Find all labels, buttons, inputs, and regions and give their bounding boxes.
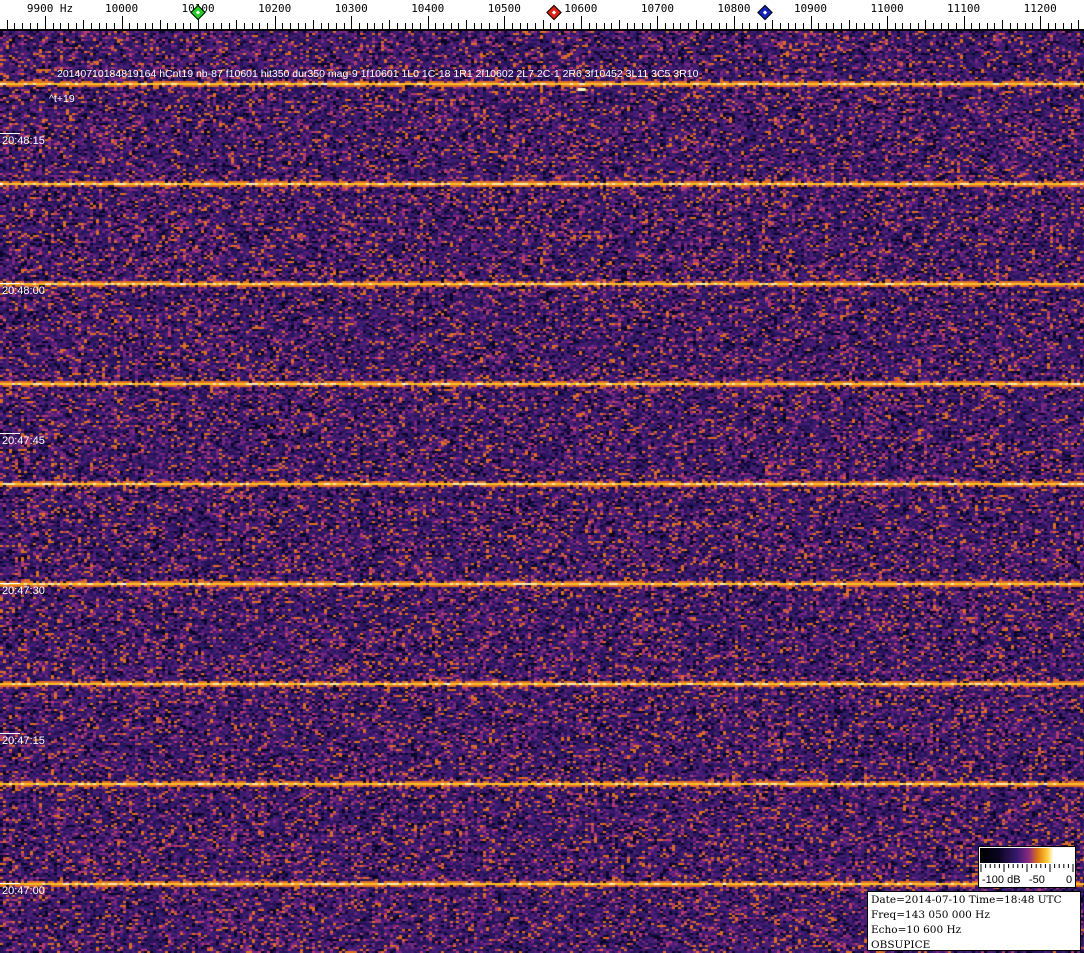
time-label: 20:47:15 (2, 735, 45, 747)
frequency-label: 10400 (411, 2, 445, 15)
color-scale-bar[interactable]: -100 dB -50 0 (978, 846, 1076, 888)
frequency-label: 10000 (104, 2, 139, 15)
frequency-scale[interactable]: 9900 Hz100001010010200103001040010500106… (0, 0, 1084, 31)
date-time-line: Date=2014-07-10 Time=18:48 UTC (871, 894, 1062, 906)
color-scale-ticks (980, 864, 1074, 872)
time-label: 20:47:45 (2, 435, 45, 447)
frequency-label: 10500 (487, 2, 521, 15)
frequency-label: 10600 (564, 2, 598, 15)
colorbar-label-max: 0 (1066, 874, 1073, 886)
time-label: 20:47:30 (2, 585, 45, 597)
time-label: 20:48:00 (2, 285, 45, 297)
frequency-label: 10700 (640, 2, 674, 15)
time-offset-text: ^t+19 (49, 93, 75, 105)
time-marker-line (0, 133, 20, 134)
colorbar-label-min: -100 dB (982, 874, 1021, 886)
colorbar-label-mid: -50 (1029, 874, 1045, 886)
time-marker-line (0, 433, 20, 434)
time-marker-line (0, 583, 20, 584)
meteor-event-text: 20140710184819164 hCnt19 nb-87 f10601 hi… (57, 68, 699, 80)
time-label: 20:47:00 (2, 885, 45, 897)
frequency-line: Freq=143 050 000 Hz (871, 909, 990, 921)
frequency-label: 11200 (1023, 2, 1057, 15)
frequency-label: 11000 (870, 2, 904, 15)
station-name: OBSUPICE (871, 939, 931, 951)
echo-line: Echo=10 600 Hz (871, 924, 962, 936)
time-marker-line (0, 733, 20, 734)
frequency-label: 11100 (947, 2, 981, 15)
frequency-label: 10900 (793, 2, 828, 15)
time-label: 20:48:15 (2, 135, 45, 147)
frequency-label: 9900 Hz (26, 2, 74, 15)
frequency-label: 10800 (717, 2, 751, 15)
info-box: Date=2014-07-10 Time=18:48 UTC Freq=143 … (867, 891, 1081, 951)
time-marker-line (0, 283, 20, 284)
color-gradient (980, 848, 1074, 863)
time-marker-line (0, 883, 20, 884)
frequency-label: 10200 (258, 2, 292, 15)
waterfall-display[interactable] (0, 31, 1084, 953)
frequency-label: 10300 (334, 2, 368, 15)
frequency-ticks (0, 16, 1084, 30)
